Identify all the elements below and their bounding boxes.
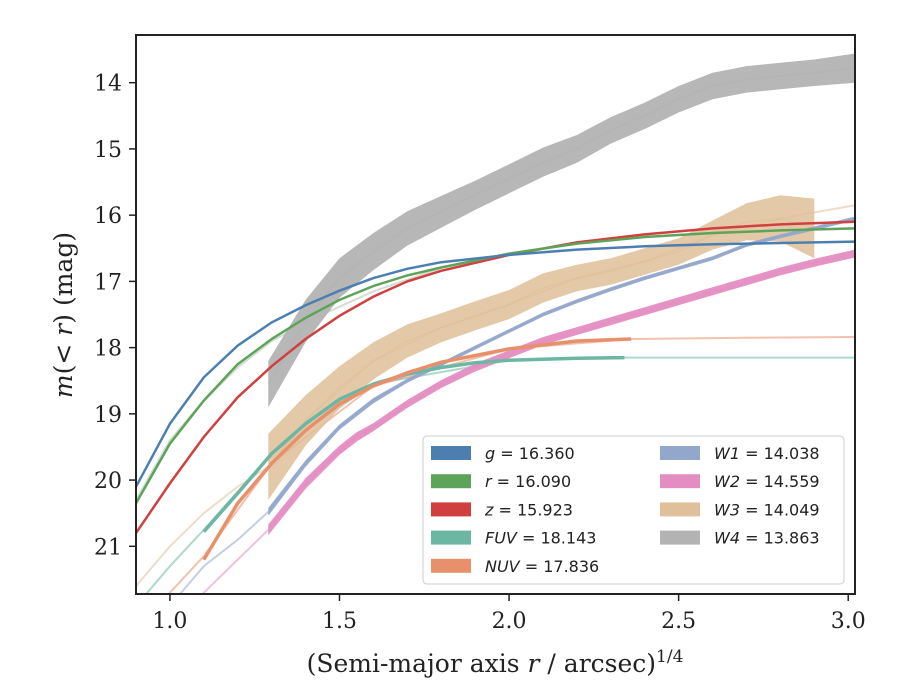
- series-w4-line: [267, 67, 855, 385]
- legend-swatch-nuv: [431, 558, 471, 573]
- y-tick-label-3: 17: [94, 270, 122, 295]
- x-tick-label-2: 2.0: [492, 609, 527, 634]
- x-axis-label-post: / arcsec): [539, 649, 656, 678]
- series-w2-extrapolation: [201, 529, 269, 594]
- legend-label-nuv: NUV = 17.836: [485, 557, 599, 576]
- y-axis-label-r: r: [49, 322, 78, 336]
- x-axis-label-pre: (Semi-major axis: [307, 649, 528, 678]
- y-axis-label-m: m: [49, 374, 78, 398]
- legend-label-fuv: FUV = 18.143: [485, 529, 596, 548]
- y-tick-label-7: 21: [94, 535, 122, 560]
- y-axis-label-post: ) (mag): [49, 232, 78, 324]
- y-axis: 14 15 16 17 18 19 20 21: [94, 72, 136, 560]
- y-axis-label-mid: (<: [49, 336, 78, 375]
- x-tick-label-3: 2.5: [661, 609, 696, 634]
- series-w4-band: [268, 53, 855, 408]
- x-tick-label-1: 1.5: [322, 609, 357, 634]
- legend-swatch-fuv: [431, 530, 471, 545]
- y-tick-label-5: 19: [94, 403, 122, 428]
- y-tick-label-4: 18: [94, 337, 122, 362]
- x-axis: 1.0 1.5 2.0 2.5 3.0: [152, 594, 866, 634]
- series-z-line: [136, 220, 855, 534]
- x-tick-label-0: 1.0: [152, 609, 187, 634]
- x-axis-label-sup: 1/4: [656, 647, 683, 667]
- legend-label-g: g = 16.360: [485, 444, 575, 463]
- legend-swatch-z: [431, 502, 471, 517]
- legend-swatch-w3: [660, 502, 700, 517]
- legend-swatch-w1: [660, 446, 700, 460]
- series-g-line: [136, 240, 855, 488]
- legend-label-z: z = 15.923: [484, 500, 573, 519]
- y-tick-label-6: 20: [94, 469, 122, 494]
- series-w1-extrapolation: [178, 511, 269, 594]
- legend-swatch-w2: [660, 474, 700, 489]
- legend-swatch-g: [431, 446, 471, 460]
- legend-swatch-w4: [660, 530, 700, 545]
- series-w3-line: [267, 217, 815, 468]
- legend-frame: [422, 435, 845, 585]
- legend: g = 16.360 r = 16.090 z = 15.923 FUV = 18.1…: [422, 435, 845, 585]
- y-tick-label-1: 15: [94, 138, 122, 163]
- plot-area: [136, 53, 855, 594]
- x-axis-label-var: r: [528, 649, 542, 678]
- y-tick-label-2: 16: [94, 204, 122, 229]
- legend-label-w3: W3 = 14.049: [714, 500, 820, 519]
- y-tick-label-0: 14: [94, 72, 122, 97]
- legend-label-w1: W1 = 14.038: [714, 444, 820, 463]
- series-w2-line: [267, 252, 855, 531]
- x-tick-label-4: 3.0: [831, 609, 866, 634]
- x-axis-label: (Semi-major axis r / arcsec)1/4: [307, 647, 684, 678]
- y-axis-label: m(< r) (mag): [49, 232, 78, 398]
- series-r-line: [136, 227, 855, 504]
- legend-swatch-r: [431, 474, 471, 489]
- series-g-fit: [136, 267, 442, 501]
- plot-frame: [135, 34, 856, 595]
- legend-label-r: r = 16.090: [485, 472, 571, 491]
- legend-label-w2: W2 = 14.559: [714, 472, 820, 491]
- series-nuv-line: [202, 337, 632, 561]
- legend-label-w4: W4 = 13.863: [714, 529, 820, 548]
